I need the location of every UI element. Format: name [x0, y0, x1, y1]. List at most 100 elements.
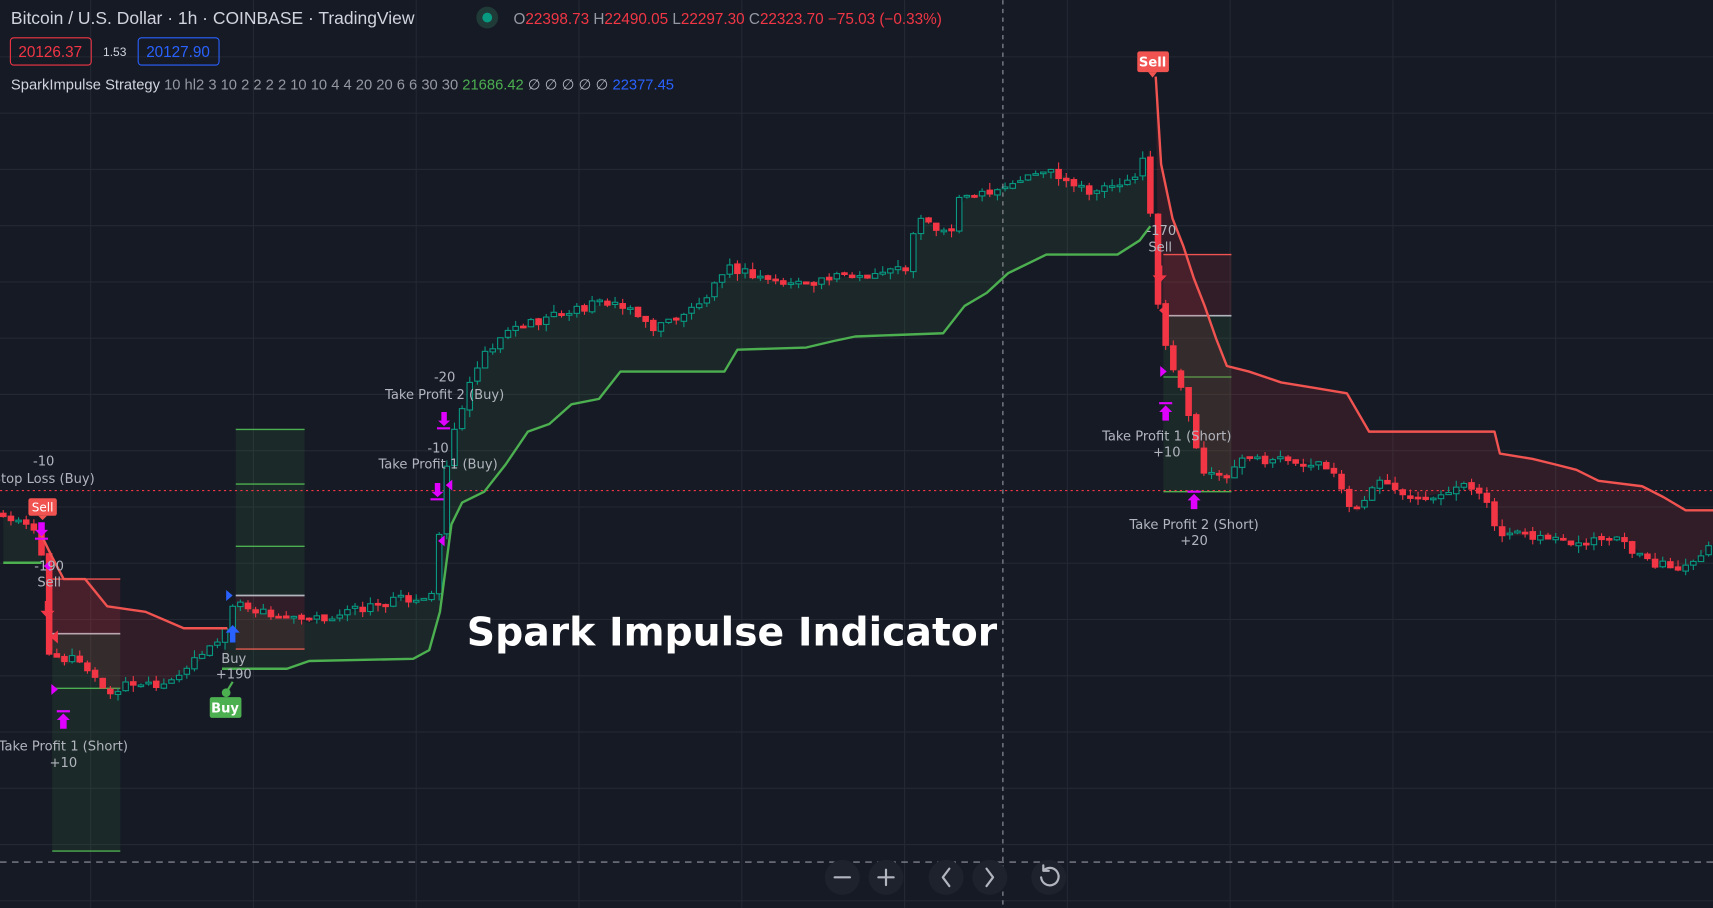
candle-down — [298, 614, 305, 620]
spread: 1.53 — [103, 45, 127, 59]
candle-up — [940, 229, 948, 233]
candle-up — [221, 628, 229, 643]
candle-up — [978, 190, 986, 197]
scroll-left-button[interactable] — [928, 859, 964, 895]
chevron-left-icon — [941, 867, 951, 888]
candle-up — [367, 603, 374, 613]
candle-up — [994, 189, 1001, 196]
arrow-down-icon — [436, 411, 451, 430]
candle-down — [1391, 482, 1399, 490]
candle-up — [871, 272, 879, 279]
candle-down — [1605, 537, 1613, 541]
candle-down — [107, 688, 114, 695]
indicator-lines — [3, 76, 1713, 670]
buy-badge: Buy — [209, 681, 242, 718]
candle-down — [1338, 473, 1345, 490]
candle-down — [252, 609, 259, 614]
label-sell2: Sell — [1148, 240, 1172, 255]
label-sell: Sell — [37, 576, 61, 591]
candle-up — [1552, 536, 1559, 541]
arrow-up-icon — [1159, 402, 1173, 421]
candle-down — [53, 653, 61, 658]
indicator-fills — [3, 76, 1713, 694]
candle-down — [1644, 553, 1651, 560]
candle-up — [726, 264, 734, 275]
candle-up — [466, 381, 474, 411]
candle-up — [313, 615, 321, 620]
candle-up — [741, 268, 749, 274]
candle-down — [772, 278, 779, 282]
triangle-right-icon — [226, 590, 233, 601]
candle-up — [474, 367, 481, 382]
candle-down — [619, 303, 626, 309]
candle-up — [1040, 171, 1047, 175]
candle-down — [948, 228, 955, 232]
arrow-down-icon — [430, 482, 444, 501]
sell-price-button[interactable]: 20126.37 — [9, 37, 92, 66]
candle-down — [1192, 414, 1200, 449]
candle-down — [130, 681, 137, 686]
candle-down — [1544, 534, 1552, 540]
candle-down — [1185, 387, 1192, 416]
candle-down — [932, 222, 940, 231]
candle-down — [30, 523, 38, 531]
candle-up — [1101, 185, 1108, 192]
candle-up — [1108, 185, 1116, 188]
candle-up — [917, 217, 925, 235]
candle-up — [1575, 542, 1582, 547]
triangle-right-icon — [1160, 366, 1167, 377]
candle-up — [397, 594, 405, 598]
candle-up — [15, 519, 22, 523]
profit-zone — [235, 429, 305, 596]
label-buy: Buy — [221, 652, 246, 667]
reset-chart-button[interactable] — [1031, 859, 1067, 895]
scroll-right-button[interactable] — [972, 859, 1008, 895]
candle-up — [879, 271, 886, 275]
candle-down — [1582, 542, 1590, 546]
candle-up — [1131, 176, 1139, 181]
candle-up — [1452, 486, 1460, 495]
candle-down — [22, 519, 30, 525]
candle-up — [489, 348, 496, 353]
indicator-fill — [41, 534, 228, 694]
candle-down — [535, 318, 542, 326]
profit-zone — [1163, 315, 1232, 492]
candle-down — [405, 595, 412, 603]
candle-up — [1093, 190, 1101, 194]
arrow-up-icon — [56, 710, 70, 729]
candle-down — [1468, 482, 1475, 490]
zoom-out-button[interactable] — [824, 859, 860, 895]
candle-down — [558, 313, 565, 316]
candle-up — [573, 305, 581, 314]
market-status — [476, 6, 499, 29]
candle-up — [680, 313, 688, 322]
indicator-legend[interactable]: SparkImpulse Strategy 10 hl2 3 10 2 2 2 … — [11, 78, 674, 94]
symbol-title[interactable]: Bitcoin / U.S. Dollar · 1h · COINBASE · … — [11, 8, 415, 28]
market-open-dot-icon — [482, 12, 493, 23]
label-tp1-short-amount: +10 — [50, 756, 78, 771]
candle-up — [1705, 545, 1712, 556]
buy-price-button[interactable]: 20127.90 — [137, 37, 220, 66]
candle-up — [336, 614, 344, 619]
candle-down — [734, 263, 741, 275]
candle-up — [1024, 174, 1032, 181]
candle-up — [1139, 157, 1147, 177]
zoom-in-button[interactable] — [868, 859, 904, 895]
candle-up — [1269, 459, 1277, 464]
candle-down — [275, 615, 282, 619]
candle-up — [565, 313, 573, 316]
stop-line — [221, 225, 1152, 670]
triangle-left-icon — [43, 560, 51, 572]
candle-up — [191, 657, 198, 670]
candle-down — [1529, 531, 1537, 540]
candle-down — [61, 655, 68, 663]
candle-down — [780, 280, 787, 285]
label-tp1-short: Take Profit 1 (Short) — [0, 740, 128, 755]
indicator-fill — [1155, 76, 1713, 569]
candle-up — [435, 533, 443, 595]
candle-down — [1162, 303, 1169, 346]
candle-up — [1017, 180, 1024, 183]
arrow-up-icon — [1187, 490, 1201, 510]
